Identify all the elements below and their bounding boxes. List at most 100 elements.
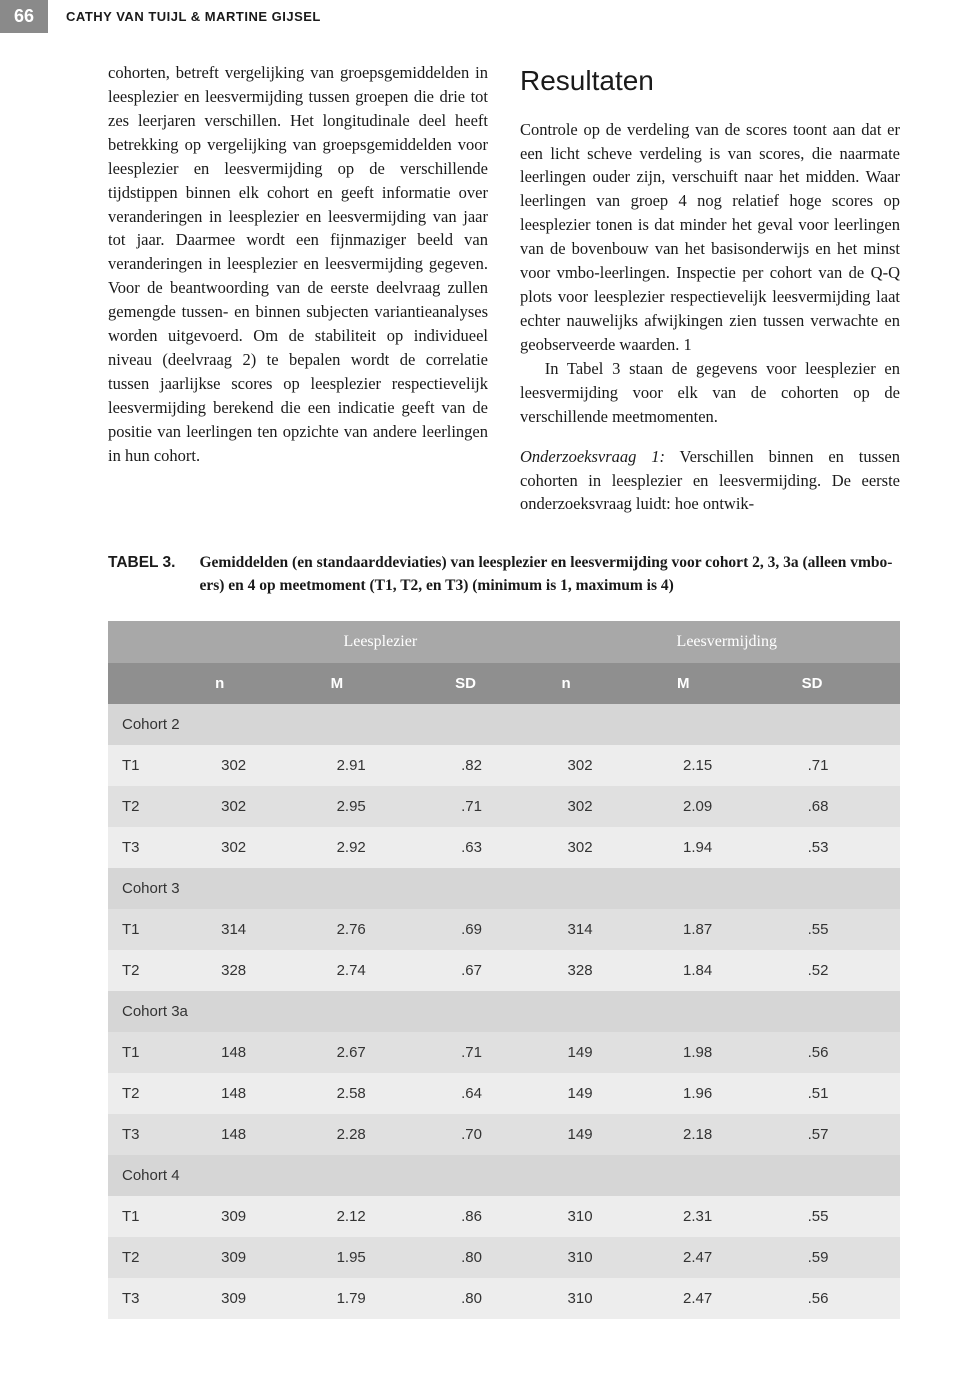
table-col-header: SD — [447, 663, 553, 704]
table-cell: 2.09 — [669, 786, 794, 827]
table-cell: .55 — [794, 1196, 900, 1237]
table-cell: .80 — [447, 1278, 553, 1319]
table-cell: 1.98 — [669, 1032, 794, 1073]
table-section-row: Cohort 2 — [108, 704, 900, 745]
table-cell: .56 — [794, 1032, 900, 1073]
table-row: T23022.95.713022.09.68 — [108, 786, 900, 827]
table-cell: .63 — [447, 827, 553, 868]
table-section-row: Cohort 3a — [108, 991, 900, 1032]
table-cell: 2.18 — [669, 1114, 794, 1155]
page-header: 66 CATHY VAN TUIJL & MARTINE GIJSEL — [0, 0, 960, 33]
table-cell: 1.84 — [669, 950, 794, 991]
table-cell: .64 — [447, 1073, 553, 1114]
table-col-header: n — [207, 663, 322, 704]
table-caption: TABEL 3. Gemiddelden (en standaarddeviat… — [108, 552, 900, 597]
table-col-header: M — [669, 663, 794, 704]
table-cell: 2.28 — [323, 1114, 448, 1155]
table-row-label: T3 — [108, 1278, 207, 1319]
table-cell: 2.76 — [323, 909, 448, 950]
table-label: TABEL 3. — [108, 552, 175, 597]
table-cell: .80 — [447, 1237, 553, 1278]
table-cell: .71 — [447, 786, 553, 827]
table-cell: .59 — [794, 1237, 900, 1278]
table-head: Leesplezier Leesvermijding n M SD n M SD — [108, 621, 900, 704]
table-cell: 328 — [554, 950, 669, 991]
body-paragraph: cohorten, betreft vergelijking van groep… — [108, 61, 488, 468]
table-row: T11482.67.711491.98.56 — [108, 1032, 900, 1073]
table-col-header: M — [323, 663, 448, 704]
table-row-label: T1 — [108, 909, 207, 950]
table-col-header — [108, 663, 207, 704]
table-row-label: T1 — [108, 1196, 207, 1237]
table-cell: .52 — [794, 950, 900, 991]
table-row: T23282.74.673281.84.52 — [108, 950, 900, 991]
table-cell: 1.79 — [323, 1278, 448, 1319]
table-cell: 302 — [207, 745, 322, 786]
question-label: Onderzoeksvraag 1: — [520, 447, 665, 466]
table-cell: .53 — [794, 827, 900, 868]
table-cell: .67 — [447, 950, 553, 991]
table-row: T33091.79.803102.47.56 — [108, 1278, 900, 1319]
table-row: T23091.95.803102.47.59 — [108, 1237, 900, 1278]
table-row: T13142.76.693141.87.55 — [108, 909, 900, 950]
body-paragraph: In Tabel 3 staan de gegevens voor leespl… — [520, 357, 900, 429]
table-cell: 302 — [554, 745, 669, 786]
table-description: Gemiddelden (en standaarddeviaties) van … — [199, 552, 900, 597]
right-column: Resultaten Controle op de verdeling van … — [520, 61, 900, 516]
table-cell: 309 — [207, 1196, 322, 1237]
table-cell: 310 — [554, 1278, 669, 1319]
table-cell: 328 — [207, 950, 322, 991]
data-table: Leesplezier Leesvermijding n M SD n M SD… — [108, 621, 900, 1319]
table-cell: 314 — [207, 909, 322, 950]
table-cell: .71 — [447, 1032, 553, 1073]
table-cell: .70 — [447, 1114, 553, 1155]
table-cell: 310 — [554, 1196, 669, 1237]
table-cell: 309 — [207, 1278, 322, 1319]
table-cell: .57 — [794, 1114, 900, 1155]
table-row-label: T2 — [108, 950, 207, 991]
table-cell: 2.74 — [323, 950, 448, 991]
table-row-label: T1 — [108, 1032, 207, 1073]
table-cell: 2.92 — [323, 827, 448, 868]
table-cell: .68 — [794, 786, 900, 827]
table-group-header-row: Leesplezier Leesvermijding — [108, 621, 900, 663]
table-row-label: T2 — [108, 1237, 207, 1278]
table-cell: 2.95 — [323, 786, 448, 827]
table-row: T13022.91.823022.15.71 — [108, 745, 900, 786]
table-cell: 1.87 — [669, 909, 794, 950]
table-row: T33022.92.633021.94.53 — [108, 827, 900, 868]
table-row-label: T3 — [108, 1114, 207, 1155]
table-cell: 2.47 — [669, 1278, 794, 1319]
table-cell: .56 — [794, 1278, 900, 1319]
table-cell: .82 — [447, 745, 553, 786]
table-row-label: T1 — [108, 745, 207, 786]
left-column: cohorten, betreft vergelijking van groep… — [108, 61, 488, 516]
table-cell: 309 — [207, 1237, 322, 1278]
table-cell: 149 — [554, 1114, 669, 1155]
body-paragraph: Controle op de verdeling van de scores t… — [520, 118, 900, 357]
table-group-header-leesplezier: Leesplezier — [207, 621, 553, 663]
table-col-header: n — [554, 663, 669, 704]
table-cell: 148 — [207, 1114, 322, 1155]
table-section-label: Cohort 3a — [108, 991, 900, 1032]
table-group-header-empty — [108, 621, 207, 663]
page-content: cohorten, betreft vergelijking van groep… — [0, 61, 960, 1319]
table-cell: 148 — [207, 1073, 322, 1114]
table-cell: .86 — [447, 1196, 553, 1237]
table-cell: 2.31 — [669, 1196, 794, 1237]
table-col-header: SD — [794, 663, 900, 704]
section-heading-resultaten: Resultaten — [520, 61, 900, 102]
table-cell: 1.95 — [323, 1237, 448, 1278]
table-cell: .55 — [794, 909, 900, 950]
research-question: Onderzoeksvraag 1: Verschillen binnen en… — [520, 445, 900, 517]
table-cell: 314 — [554, 909, 669, 950]
table-cell: 2.12 — [323, 1196, 448, 1237]
table-section-label: Cohort 2 — [108, 704, 900, 745]
table-section-label: Cohort 3 — [108, 868, 900, 909]
table-cell: .69 — [447, 909, 553, 950]
table-cell: 2.67 — [323, 1032, 448, 1073]
table-section-row: Cohort 3 — [108, 868, 900, 909]
table-row-label: T2 — [108, 1073, 207, 1114]
table-body: Cohort 2T13022.91.823022.15.71T23022.95.… — [108, 704, 900, 1319]
table-row: T31482.28.701492.18.57 — [108, 1114, 900, 1155]
